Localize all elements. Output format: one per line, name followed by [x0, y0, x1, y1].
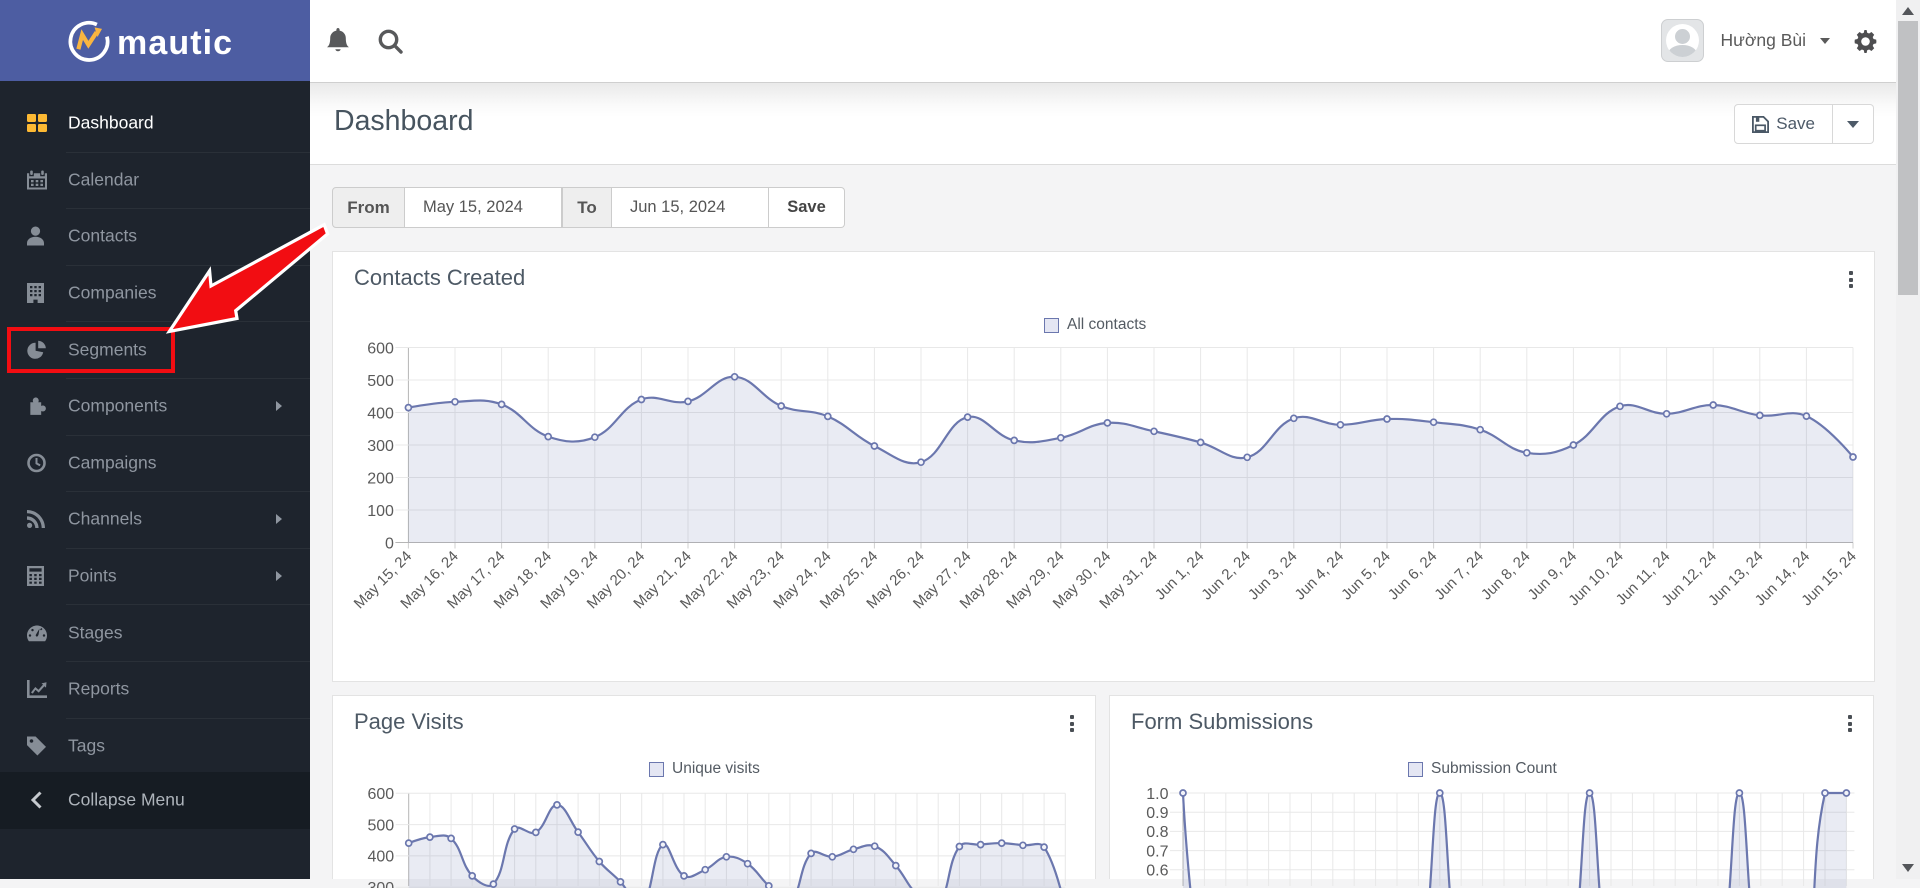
svg-text:400: 400	[367, 405, 394, 422]
svg-text:600: 600	[367, 786, 394, 803]
svg-text:300: 300	[367, 438, 394, 455]
svg-text:Jun 2, 24: Jun 2, 24	[1198, 548, 1254, 604]
svg-text:Jun 7, 24: Jun 7, 24	[1431, 548, 1487, 604]
svg-text:Jun 4, 24: Jun 4, 24	[1292, 548, 1348, 604]
svg-text:500: 500	[367, 817, 394, 834]
svg-text:200: 200	[367, 470, 394, 487]
svg-text:500: 500	[367, 373, 394, 390]
svg-text:Jun 5, 24: Jun 5, 24	[1338, 548, 1394, 604]
svg-text:0.7: 0.7	[1146, 843, 1168, 860]
svg-text:0.9: 0.9	[1146, 805, 1168, 822]
svg-text:300: 300	[367, 880, 394, 888]
svg-text:Jun 1, 24: Jun 1, 24	[1152, 548, 1208, 604]
svg-text:0.8: 0.8	[1146, 824, 1168, 841]
svg-text:Jun 8, 24: Jun 8, 24	[1478, 548, 1534, 604]
svg-text:1.0: 1.0	[1146, 786, 1168, 803]
svg-text:0: 0	[385, 535, 394, 552]
svg-text:400: 400	[367, 849, 394, 866]
svg-text:Jun 3, 24: Jun 3, 24	[1245, 548, 1301, 604]
svg-text:Jun 6, 24: Jun 6, 24	[1385, 548, 1441, 604]
svg-text:0.6: 0.6	[1146, 863, 1168, 880]
svg-text:100: 100	[367, 503, 394, 520]
svg-text:600: 600	[367, 340, 394, 357]
